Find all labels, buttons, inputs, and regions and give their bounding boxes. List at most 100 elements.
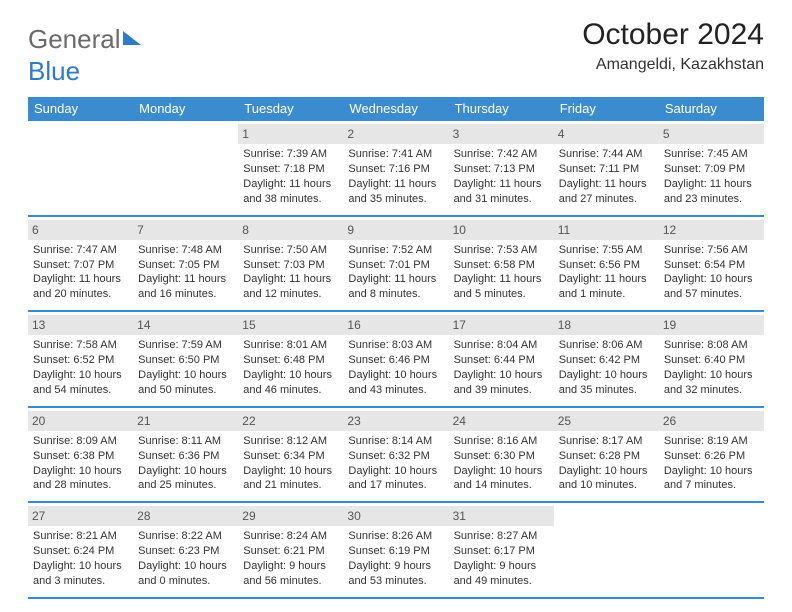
daylight-line: Daylight: 10 hours and 25 minutes. [138, 464, 233, 494]
sunrise-line: Sunrise: 7:48 AM [138, 243, 233, 258]
day-number: 1 [238, 124, 343, 144]
daylight-line: Daylight: 10 hours and 7 minutes. [664, 464, 759, 494]
day-cell: 8Sunrise: 7:50 AMSunset: 7:03 PMDaylight… [238, 217, 343, 311]
day-cell: 17Sunrise: 8:04 AMSunset: 6:44 PMDayligh… [449, 312, 554, 406]
daylight-line: Daylight: 10 hours and 54 minutes. [33, 368, 128, 398]
logo-word1: General [28, 24, 121, 55]
day-number: 10 [449, 220, 554, 240]
day-cell: 6 Sunrise: 7:47 AMSunset: 7:07 PMDaylight… [28, 217, 133, 311]
daylight-line: Daylight: 11 hours and 8 minutes. [348, 272, 443, 302]
sunrise-line: Sunrise: 7:52 AM [348, 243, 443, 258]
sunset-line: Sunset: 6:36 PM [138, 449, 233, 464]
day-cell: 28Sunrise: 8:22 AMSunset: 6:23 PMDayligh… [133, 503, 238, 597]
day-cell: 13 Sunrise: 7:58 AMSunset: 6:52 PMDayligh… [28, 312, 133, 406]
day-number: 28 [133, 506, 238, 526]
day-number: 18 [554, 315, 659, 335]
daylight-line: Daylight: 11 hours and 12 minutes. [243, 272, 338, 302]
empty-cell [659, 503, 764, 597]
sunset-line: Sunset: 7:07 PM [33, 258, 128, 273]
sunset-line: Sunset: 6:21 PM [243, 544, 338, 559]
week-row: 20Sunrise: 8:09 AMSunset: 6:38 PMDayligh… [28, 408, 764, 504]
day-number: 8 [238, 220, 343, 240]
sunrise-line: Sunrise: 7:59 AM [138, 338, 233, 353]
day-cell: 3Sunrise: 7:42 AMSunset: 7:13 PMDaylight… [449, 121, 554, 215]
sunrise-line: Sunrise: 8:01 AM [243, 338, 338, 353]
day-number: 12 [659, 220, 764, 240]
day-number: 5 [659, 124, 764, 144]
daylight-line: Daylight: 10 hours and 39 minutes. [454, 368, 549, 398]
sunrise-line: Sunrise: 8:22 AM [138, 529, 233, 544]
daylight-line: Daylight: 10 hours and 3 minutes. [33, 559, 128, 589]
daylight-line: Daylight: 11 hours and 5 minutes. [454, 272, 549, 302]
day-cell: 5Sunrise: 7:45 AMSunset: 7:09 PMDaylight… [659, 121, 764, 215]
day-cell: 26Sunrise: 8:19 AMSunset: 6:26 PMDayligh… [659, 408, 764, 502]
sunset-line: Sunset: 7:05 PM [138, 258, 233, 273]
sunset-line: Sunset: 6:56 PM [559, 258, 654, 273]
day-number: 13 [28, 315, 133, 335]
sunrise-line: Sunrise: 7:58 AM [33, 338, 128, 353]
daylight-line: Daylight: 10 hours and 57 minutes. [664, 272, 759, 302]
day-number: 17 [449, 315, 554, 335]
day-number: 6 [28, 220, 133, 240]
day-cell: 11Sunrise: 7:55 AMSunset: 6:56 PMDayligh… [554, 217, 659, 311]
day-cell: 31Sunrise: 8:27 AMSunset: 6:17 PMDayligh… [449, 503, 554, 597]
sunrise-line: Sunrise: 7:44 AM [559, 147, 654, 162]
day-cell: 2Sunrise: 7:41 AMSunset: 7:16 PMDaylight… [343, 121, 448, 215]
day-cell: 27Sunrise: 8:21 AMSunset: 6:24 PMDayligh… [28, 503, 133, 597]
title-block: October 2024 Amangeldi, Kazakhstan [582, 18, 764, 74]
sunrise-line: Sunrise: 8:12 AM [243, 434, 338, 449]
daylight-line: Daylight: 11 hours and 20 minutes. [33, 272, 128, 302]
day-cell: 1Sunrise: 7:39 AMSunset: 7:18 PMDaylight… [238, 121, 343, 215]
sunset-line: Sunset: 6:32 PM [348, 449, 443, 464]
sunset-line: Sunset: 7:01 PM [348, 258, 443, 273]
sunset-line: Sunset: 6:42 PM [559, 353, 654, 368]
sunset-line: Sunset: 6:52 PM [33, 353, 128, 368]
sunset-line: Sunset: 7:09 PM [664, 162, 759, 177]
sunset-line: Sunset: 6:54 PM [664, 258, 759, 273]
day-number: 11 [554, 220, 659, 240]
logo: General [28, 18, 141, 55]
sunrise-line: Sunrise: 8:21 AM [33, 529, 128, 544]
day-number: 7 [133, 220, 238, 240]
sunrise-line: Sunrise: 8:27 AM [454, 529, 549, 544]
daylight-line: Daylight: 10 hours and 43 minutes. [348, 368, 443, 398]
sunrise-line: Sunrise: 7:42 AM [454, 147, 549, 162]
sunrise-line: Sunrise: 8:09 AM [33, 434, 128, 449]
sunrise-line: Sunrise: 8:04 AM [454, 338, 549, 353]
sunrise-line: Sunrise: 8:14 AM [348, 434, 443, 449]
day-cell: 4Sunrise: 7:44 AMSunset: 7:11 PMDaylight… [554, 121, 659, 215]
daylight-line: Daylight: 10 hours and 17 minutes. [348, 464, 443, 494]
sunrise-line: Sunrise: 7:56 AM [664, 243, 759, 258]
week-row: 1Sunrise: 7:39 AMSunset: 7:18 PMDaylight… [28, 121, 764, 217]
daylight-line: Daylight: 10 hours and 0 minutes. [138, 559, 233, 589]
sunrise-line: Sunrise: 8:16 AM [454, 434, 549, 449]
empty-cell [554, 503, 659, 597]
sunset-line: Sunset: 6:30 PM [454, 449, 549, 464]
daylight-line: Daylight: 10 hours and 21 minutes. [243, 464, 338, 494]
daylight-line: Daylight: 11 hours and 16 minutes. [138, 272, 233, 302]
day-number: 15 [238, 315, 343, 335]
sunrise-line: Sunrise: 7:53 AM [454, 243, 549, 258]
day-cell: 19Sunrise: 8:08 AMSunset: 6:40 PMDayligh… [659, 312, 764, 406]
week-row: 13Sunrise: 7:58 AMSunset: 6:52 PMDayligh… [28, 312, 764, 408]
daylight-line: Daylight: 10 hours and 10 minutes. [559, 464, 654, 494]
sunrise-line: Sunrise: 7:47 AM [33, 243, 128, 258]
weekday-label: Tuesday [238, 97, 343, 121]
sunrise-line: Sunrise: 8:19 AM [664, 434, 759, 449]
location: Amangeldi, Kazakhstan [582, 56, 764, 74]
daylight-line: Daylight: 11 hours and 1 minute. [559, 272, 654, 302]
day-number: 2 [343, 124, 448, 144]
daylight-line: Daylight: 11 hours and 31 minutes. [454, 177, 549, 207]
sunset-line: Sunset: 6:58 PM [454, 258, 549, 273]
weekday-header: SundayMondayTuesdayWednesdayThursdayFrid… [28, 97, 764, 121]
sunrise-line: Sunrise: 8:24 AM [243, 529, 338, 544]
daylight-line: Daylight: 10 hours and 14 minutes. [454, 464, 549, 494]
weekday-label: Thursday [449, 97, 554, 121]
daylight-line: Daylight: 10 hours and 35 minutes. [559, 368, 654, 398]
day-number: 25 [554, 411, 659, 431]
day-number: 9 [343, 220, 448, 240]
weekday-label: Friday [554, 97, 659, 121]
sunrise-line: Sunrise: 7:41 AM [348, 147, 443, 162]
day-number: 20 [28, 411, 133, 431]
sunset-line: Sunset: 6:34 PM [243, 449, 338, 464]
